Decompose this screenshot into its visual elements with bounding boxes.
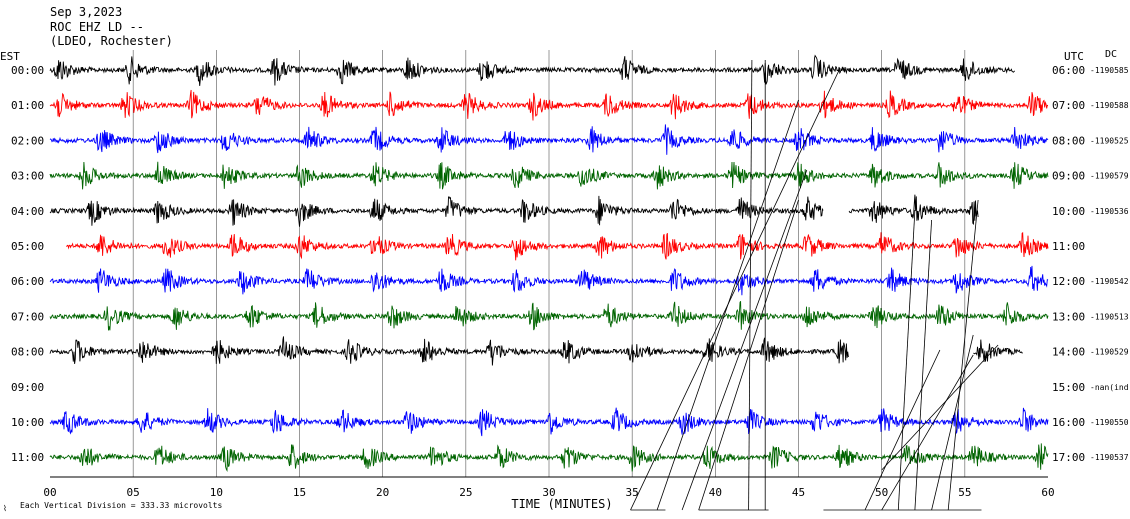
- row-label-utc: 11:00: [1052, 240, 1085, 253]
- row-label-utc: 16:00: [1052, 416, 1085, 429]
- row-dc-offset: -1190536: [1090, 207, 1129, 216]
- trace-row: [49, 194, 979, 227]
- row-dc-offset: -1190513: [1090, 312, 1129, 321]
- x-tick-label: 40: [709, 486, 722, 499]
- row-label-est: 03:00: [11, 170, 44, 183]
- header-network: (LDEO, Rochester): [50, 34, 173, 48]
- hour-labels: 00:00 06:00 -1190585 01:00 07:00 -1190588 02:0…: [11, 64, 1129, 464]
- row-label-est: 06:00: [11, 275, 44, 288]
- x-tick-label: 45: [792, 486, 805, 499]
- diagonal-stroke: [748, 59, 753, 511]
- x-tick-label: 30: [542, 486, 555, 499]
- row-label-est: 04:00: [11, 205, 44, 218]
- row-label-est: 01:00: [11, 99, 44, 112]
- row-label-est: 07:00: [11, 310, 44, 323]
- row-dc-offset: -1190525: [1090, 136, 1129, 145]
- diagonal-stroke: [947, 199, 979, 511]
- x-tick-label: 05: [127, 486, 140, 499]
- diagonal-stroke: [914, 219, 932, 511]
- x-tick-label: 10: [210, 486, 223, 499]
- row-label-est: 00:00: [11, 64, 44, 77]
- row-label-est: 08:00: [11, 346, 44, 359]
- x-axis-label: TIME (MINUTES): [511, 497, 612, 511]
- header-date: Sep 3,2023: [50, 5, 122, 19]
- diagonal-stroke: [897, 209, 916, 511]
- row-dc-offset: -1190542: [1090, 277, 1129, 286]
- row-label-est: 11:00: [11, 451, 44, 464]
- row-label-utc: 13:00: [1052, 310, 1085, 323]
- diagonal-artifacts: [630, 59, 999, 511]
- right-axis-title: UTC: [1064, 50, 1084, 63]
- x-tick-label: 60: [1041, 486, 1054, 499]
- row-dc-offset: -1190537: [1090, 453, 1129, 462]
- footer-note: Each Vertical Division = 333.33 microvol…: [20, 501, 222, 510]
- trace-row: [49, 443, 1049, 472]
- trace-row: [49, 265, 1049, 296]
- row-label-est: 10:00: [11, 416, 44, 429]
- row-label-utc: 12:00: [1052, 275, 1085, 288]
- diagonal-stroke: [881, 344, 999, 471]
- row-label-est: 02:00: [11, 134, 44, 147]
- trace-row: [49, 54, 1015, 86]
- x-tick-label: 55: [958, 486, 971, 499]
- row-label-utc: 14:00: [1052, 346, 1085, 359]
- row-dc-offset: -1190579: [1090, 172, 1129, 181]
- diagonal-stroke: [681, 169, 808, 511]
- row-label-est: 09:00: [11, 381, 44, 394]
- row-label-utc: 06:00: [1052, 64, 1085, 77]
- x-tick-label: 35: [626, 486, 639, 499]
- diagonal-stroke: [881, 354, 974, 511]
- diagonal-stroke: [656, 99, 799, 511]
- row-label-utc: 15:00: [1052, 381, 1085, 394]
- x-tick-label: 25: [459, 486, 472, 499]
- trace-row: [49, 301, 1049, 331]
- left-axis-title: EST: [0, 50, 20, 63]
- row-label-utc: 10:00: [1052, 205, 1085, 218]
- trace-row: [49, 407, 1049, 437]
- row-dc-offset: -nan(ind: [1090, 383, 1129, 392]
- row-label-utc: 17:00: [1052, 451, 1085, 464]
- row-label-utc: 07:00: [1052, 99, 1085, 112]
- trace-row: [49, 161, 1049, 190]
- row-label-utc: 08:00: [1052, 134, 1085, 147]
- trace-row: [66, 231, 1049, 261]
- footer-mark: ⌇: [3, 504, 7, 513]
- trace-row: [49, 336, 1023, 366]
- row-label-utc: 09:00: [1052, 170, 1085, 183]
- x-tick-label: 00: [43, 486, 56, 499]
- trace-row: [49, 89, 1049, 121]
- row-dc-offset: -1190529: [1090, 348, 1129, 357]
- x-tick-labels: 00 05 10 15 20 25 30 35 40 45 50 55 60: [43, 486, 1054, 499]
- trace-row: [49, 124, 1049, 155]
- header-station: ROC EHZ LD --: [50, 20, 144, 34]
- diagonal-stroke: [630, 67, 841, 511]
- x-tick-label: 50: [875, 486, 888, 499]
- row-dc-offset: -1190585: [1090, 66, 1129, 75]
- row-label-est: 05:00: [11, 240, 44, 253]
- dc-label: DC: [1105, 49, 1117, 60]
- diagonal-stroke: [931, 334, 974, 511]
- diagonal-stroke: [698, 199, 799, 511]
- x-tick-label: 15: [293, 486, 306, 499]
- row-dc-offset: -1190550: [1090, 418, 1129, 427]
- x-tick-label: 20: [376, 486, 389, 499]
- minute-gridlines: [132, 50, 966, 477]
- row-dc-offset: -1190588: [1090, 101, 1129, 110]
- traces-layer: [49, 54, 1049, 472]
